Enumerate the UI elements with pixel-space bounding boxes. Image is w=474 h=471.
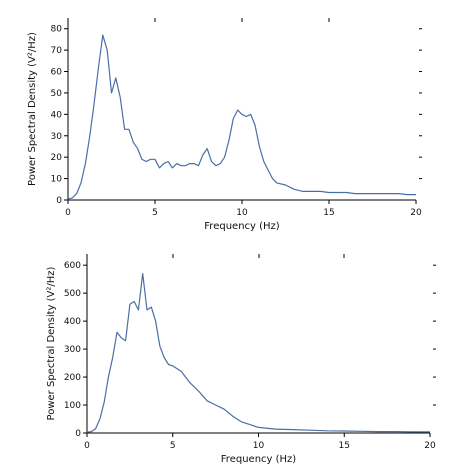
bottom-y-tick-label: 400	[64, 317, 81, 327]
bottom-x-tick-label: 15	[339, 441, 350, 451]
top-x-axis-label: Frequency (Hz)	[204, 221, 280, 232]
top-y-tick-label: 80	[51, 25, 63, 35]
bottom-y-tick-label: 500	[64, 289, 81, 299]
chart-bottom: 0 5 10 15 20 0 100 200 300 400 500 600 Frequency (…	[46, 254, 436, 465]
top-y-ticks: 0 10 20 30 40 50 60 70 80	[51, 25, 422, 206]
bottom-y-ticks: 0 100 200 300 400 500 600	[64, 261, 436, 439]
bottom-y-tick-label: 300	[64, 345, 81, 355]
chart-top: 0 5 10 15 20 0 10 20 30 40 50 60 70 80 Frequency (Hz…	[27, 18, 422, 232]
top-y-tick-label: 70	[51, 46, 63, 56]
top-x-tick-label: 10	[236, 208, 248, 218]
bottom-x-tick-label: 10	[253, 441, 265, 451]
top-x-tick-label: 15	[323, 208, 334, 218]
top-x-ticks: 0 5 10 15 20	[65, 18, 422, 218]
bottom-y-tick-label: 200	[64, 373, 81, 383]
top-psd-line	[67, 34, 416, 200]
top-x-tick-label: 0	[65, 208, 71, 218]
bottom-x-tick-label: 20	[424, 441, 436, 451]
bottom-y-tick-label: 0	[75, 429, 81, 439]
top-y-tick-label: 40	[51, 110, 63, 120]
bottom-x-axis-label: Frequency (Hz)	[221, 454, 297, 465]
top-y-tick-label: 10	[51, 175, 63, 185]
bottom-x-tick-label: 0	[84, 441, 90, 451]
top-y-tick-label: 0	[56, 196, 62, 206]
bottom-y-axis-label: Power Spectral Density (V²/Hz)	[46, 266, 57, 420]
bottom-y-tick-label: 600	[64, 261, 81, 271]
bottom-x-ticks: 0 5 10 15 20	[84, 254, 436, 451]
top-y-tick-label: 30	[51, 132, 63, 142]
top-x-tick-label: 20	[410, 208, 422, 218]
top-x-tick-label: 5	[152, 208, 158, 218]
top-y-tick-label: 20	[51, 153, 63, 163]
top-y-axis-label: Power Spectral Density (V²/Hz)	[27, 32, 38, 186]
bottom-x-tick-label: 5	[170, 441, 176, 451]
bottom-y-tick-label: 100	[64, 401, 81, 411]
top-y-tick-label: 50	[51, 89, 63, 99]
bottom-psd-line	[86, 273, 430, 433]
top-y-tick-label: 60	[51, 68, 63, 78]
